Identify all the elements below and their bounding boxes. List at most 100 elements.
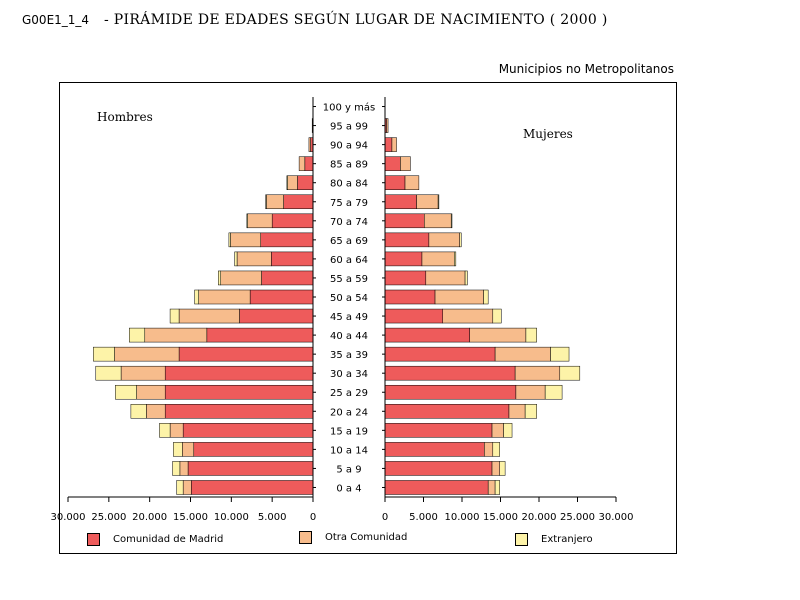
bar-mujeres-madrid: [384, 156, 401, 171]
bar-mujeres-extranjero: [499, 461, 506, 476]
age-group-label: 10 a 14: [330, 445, 368, 456]
age-group-label: 15 a 19: [330, 426, 368, 437]
bar-hombres-otra-comunidad: [247, 213, 273, 229]
bar-hombres-extranjero: [129, 327, 146, 343]
bar-mujeres-otra-comunidad: [515, 384, 546, 400]
bar-hombres-madrid: [182, 423, 314, 438]
age-group-label: 95 a 99: [330, 122, 368, 133]
chart-title: - PIRÁMIDE DE EDADES SEGÚN LUGAR DE NACI…: [104, 12, 608, 28]
bar-mujeres-otra-comunidad: [484, 442, 494, 457]
bar-hombres-extranjero: [194, 289, 199, 305]
bar-hombres-extranjero: [95, 365, 122, 381]
bar-mujeres-madrid: [384, 270, 427, 286]
bar-hombres-extranjero: [173, 442, 183, 457]
age-group-label: 60 a 64: [330, 255, 368, 266]
bar-mujeres-extranjero: [492, 308, 502, 324]
age-group-label: 40 a 44: [330, 331, 368, 342]
bar-hombres-extranjero: [159, 423, 171, 438]
bar-mujeres-madrid: [384, 461, 493, 476]
x-tick-label-hombres: 20.000: [132, 512, 167, 523]
bar-mujeres-madrid: [384, 308, 443, 324]
bar-mujeres-otra-comunidad: [442, 308, 494, 324]
bar-hombres-otra-comunidad: [182, 480, 192, 495]
bar-hombres-madrid: [271, 213, 314, 229]
bar-hombres-extranjero: [218, 270, 221, 286]
age-group-label: 75 a 79: [330, 198, 368, 209]
legend-swatch-extranjero: [515, 533, 528, 546]
bar-hombres-otra-comunidad: [120, 365, 166, 381]
bar-hombres-otra-comunidad: [182, 442, 195, 457]
age-group-label: 35 a 39: [330, 350, 368, 361]
bar-hombres-otra-comunidad: [266, 194, 284, 210]
bar-mujeres-otra-comunidad: [428, 232, 460, 248]
bar-mujeres-extranjero: [454, 251, 457, 267]
bar-hombres-madrid: [187, 461, 314, 476]
x-tick-label-mujeres: 15.000: [483, 512, 518, 523]
bar-hombres-madrid: [239, 308, 314, 324]
age-group-label: 55 a 59: [330, 274, 368, 285]
age-group-label: 80 a 84: [330, 179, 368, 190]
legend-label-madrid: Comunidad de Madrid: [113, 534, 224, 545]
bar-hombres-otra-comunidad: [220, 270, 262, 286]
legend-swatch-otra-comunidad: [299, 531, 312, 544]
age-group-label: 25 a 29: [330, 388, 368, 399]
bar-mujeres-madrid: [384, 137, 393, 152]
bar-mujeres-madrid: [384, 213, 425, 229]
bar-hombres-otra-comunidad: [298, 156, 306, 171]
bar-mujeres-otra-comunidad: [491, 423, 504, 438]
legend-label-extranjero: Extranjero: [541, 534, 593, 545]
legend-swatch-madrid: [87, 533, 100, 546]
bar-hombres-extranjero: [169, 308, 180, 324]
bar-mujeres-extranjero: [494, 480, 500, 495]
bar-hombres-extranjero: [228, 232, 231, 248]
bar-mujeres-madrid: [384, 480, 489, 495]
bar-mujeres-otra-comunidad: [386, 118, 389, 133]
bar-mujeres-extranjero: [559, 365, 581, 381]
bar-hombres-extranjero: [286, 175, 288, 190]
bar-mujeres-extranjero: [464, 270, 468, 286]
bar-mujeres-extranjero: [459, 232, 462, 248]
bar-hombres-extranjero: [246, 213, 248, 229]
bar-hombres-madrid: [304, 156, 314, 171]
bar-hombres-madrid: [206, 327, 314, 343]
bar-hombres-madrid: [191, 480, 314, 495]
bar-hombres-otra-comunidad: [179, 461, 189, 476]
bar-mujeres-extranjero: [450, 213, 453, 229]
bar-mujeres-madrid: [384, 289, 436, 305]
bar-hombres-madrid: [193, 442, 314, 457]
x-tick-label-mujeres: 10.000: [445, 512, 480, 523]
bar-mujeres-otra-comunidad: [416, 194, 439, 210]
bar-hombres-otra-comunidad: [114, 346, 180, 362]
bar-mujeres-extranjero: [550, 346, 570, 362]
bar-mujeres-extranjero: [503, 423, 513, 438]
bar-hombres-madrid: [297, 175, 314, 190]
bar-hombres-madrid: [164, 384, 314, 400]
age-group-label: 30 a 34: [330, 369, 368, 380]
bar-mujeres-otra-comunidad: [400, 156, 411, 171]
x-tick-label-mujeres: 5.000: [409, 512, 438, 523]
age-group-label: 90 a 94: [330, 141, 368, 152]
bar-hombres-extranjero: [115, 384, 137, 400]
bar-hombres-madrid: [261, 270, 314, 286]
bar-mujeres-madrid: [384, 384, 517, 400]
bar-hombres-madrid: [178, 346, 314, 362]
age-group-label: 45 a 49: [330, 312, 368, 323]
bar-mujeres-madrid: [384, 346, 496, 362]
bar-hombres-madrid: [164, 365, 314, 381]
age-group-label: 100 y más: [323, 102, 375, 114]
panel-label-mujeres: Mujeres: [523, 127, 573, 141]
bar-mujeres-extranjero: [525, 327, 537, 343]
bar-mujeres-otra-comunidad: [434, 289, 484, 305]
bar-hombres-otra-comunidad: [178, 308, 240, 324]
bar-mujeres-otra-comunidad: [469, 327, 527, 343]
x-tick-label-hombres: 30.000: [51, 512, 86, 523]
x-tick-label-mujeres: 20.000: [522, 512, 557, 523]
bar-hombres-madrid: [249, 289, 314, 305]
bar-hombres-madrid: [271, 251, 314, 267]
bar-mujeres-otra-comunidad: [421, 251, 455, 267]
bar-hombres-extranjero: [265, 194, 267, 210]
bar-hombres-otra-comunidad: [308, 137, 311, 152]
bar-hombres-otra-comunidad: [287, 175, 298, 190]
age-group-label: 65 a 69: [330, 236, 368, 247]
